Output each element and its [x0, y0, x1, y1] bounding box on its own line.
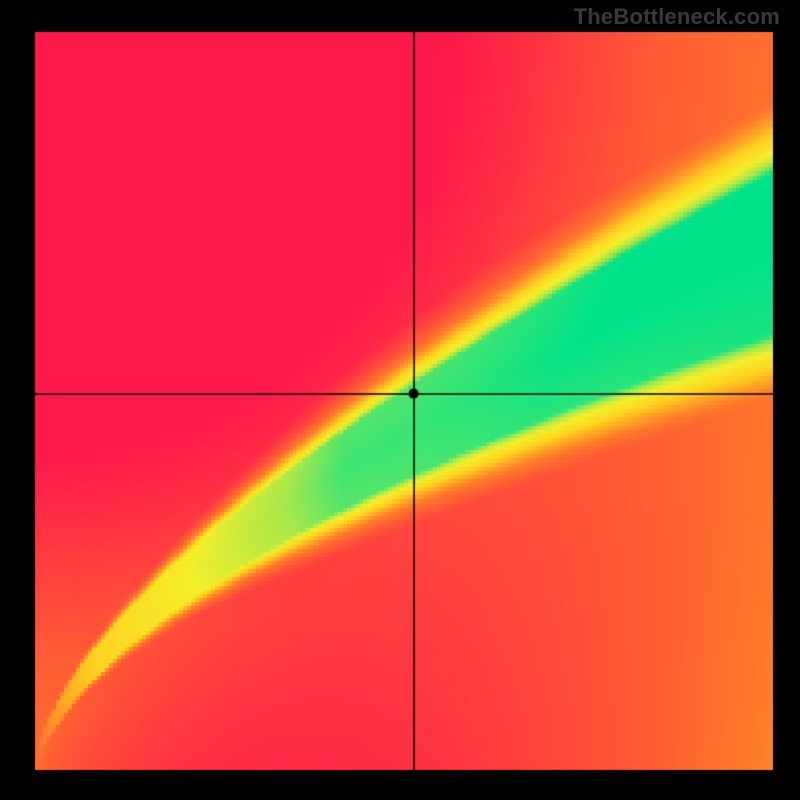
chart-container: TheBottleneck.com: [0, 0, 800, 800]
bottleneck-heatmap: [0, 0, 800, 800]
watermark-text: TheBottleneck.com: [574, 4, 780, 30]
